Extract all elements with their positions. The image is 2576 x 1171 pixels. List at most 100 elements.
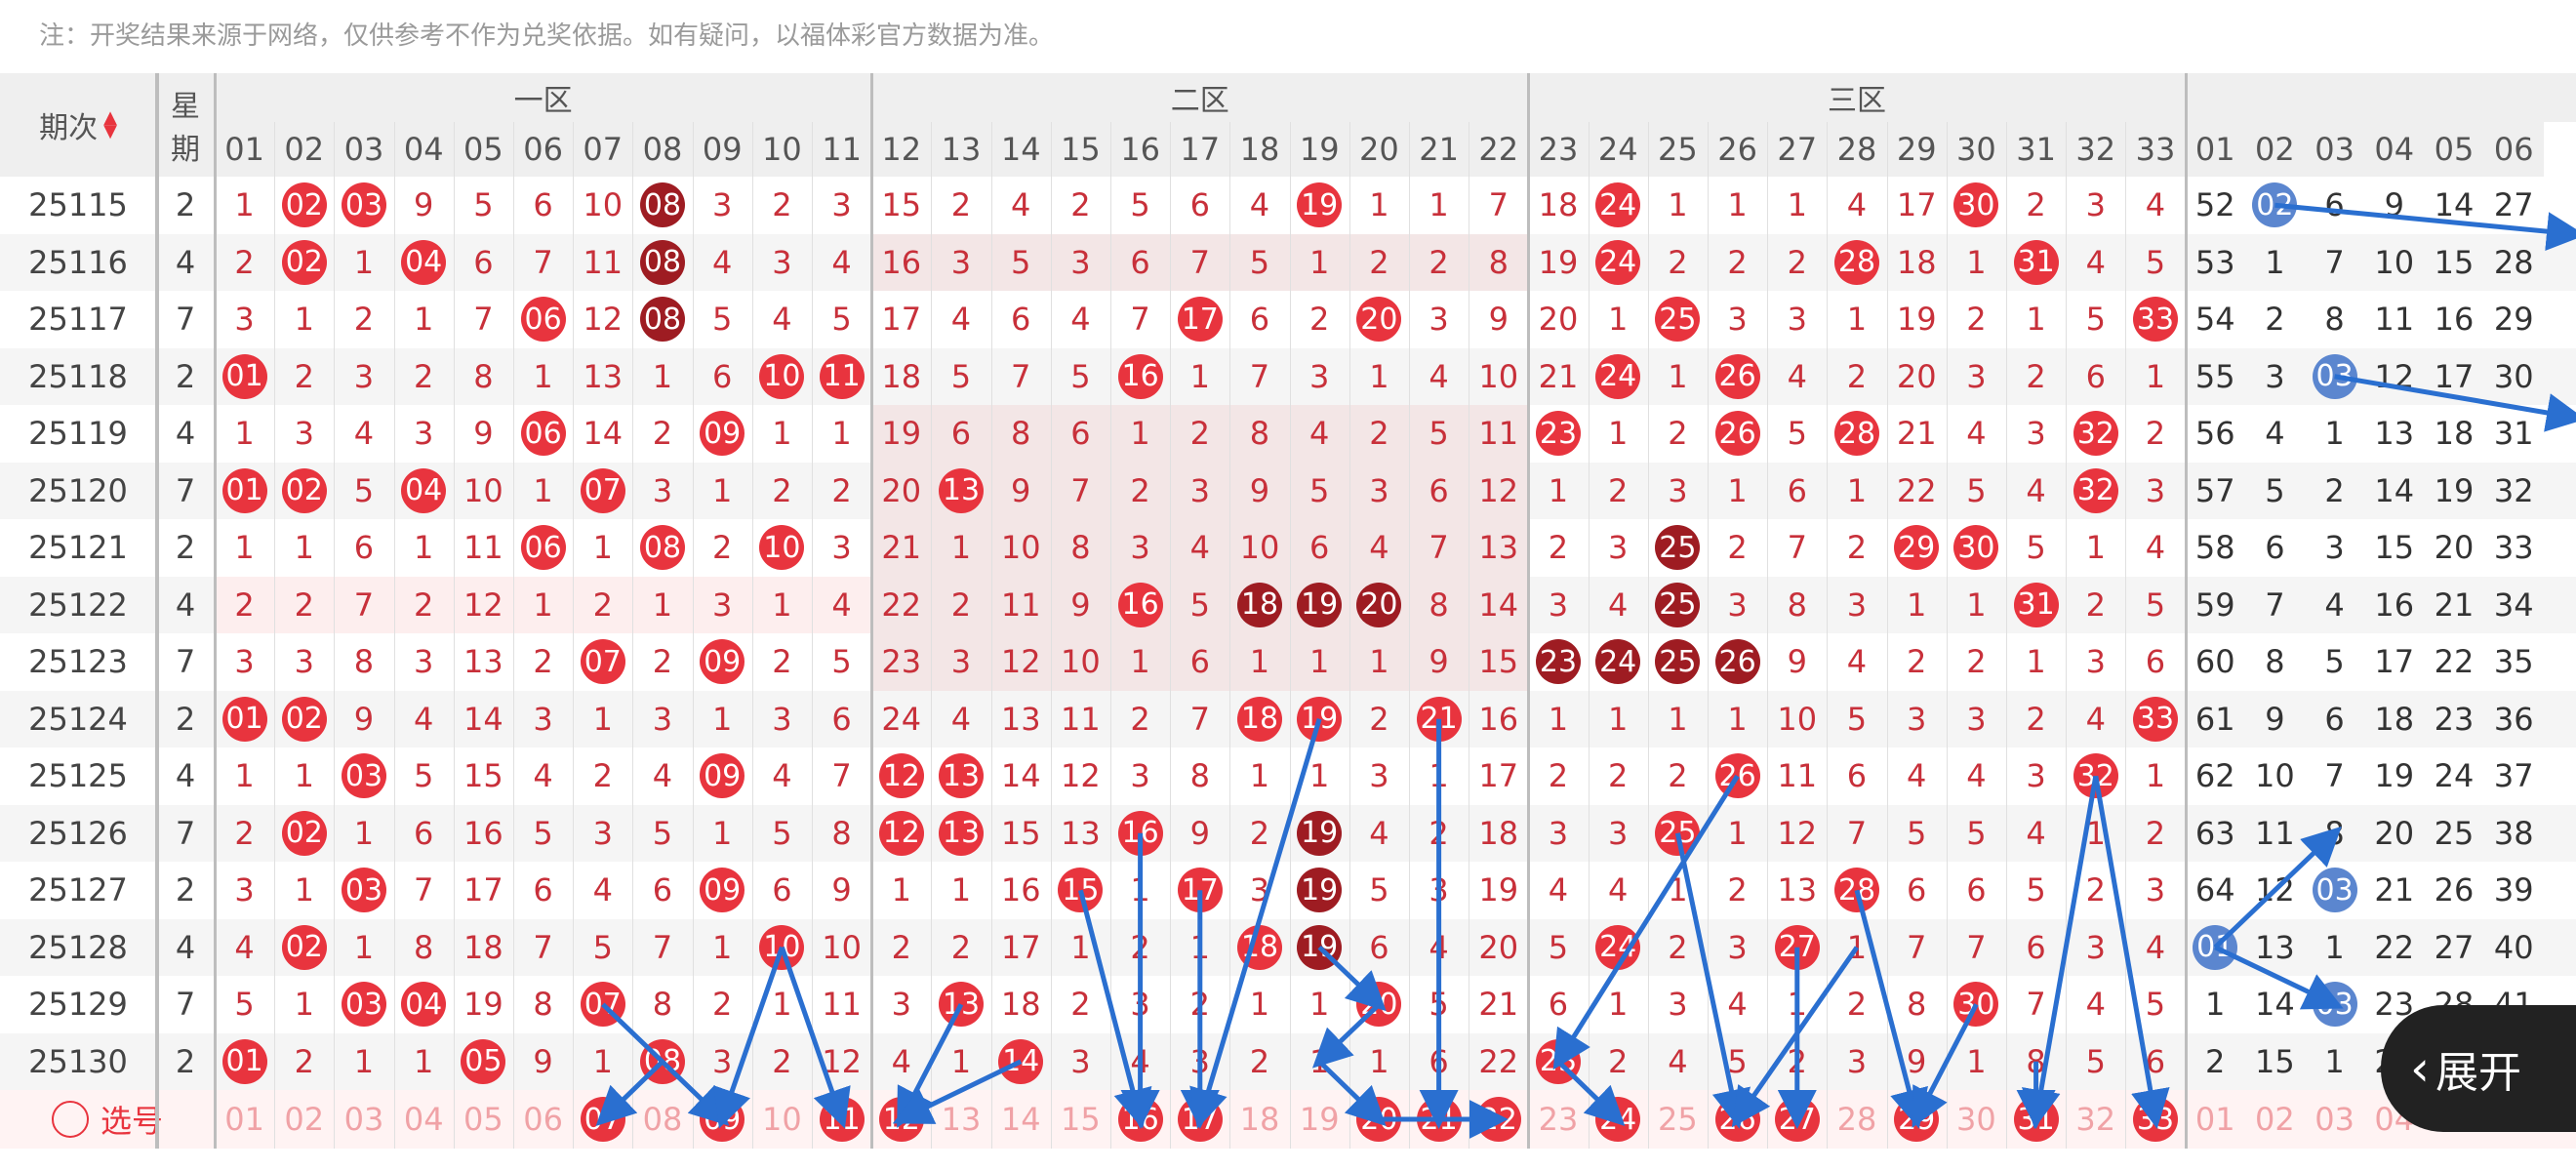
select-number-8[interactable]: 09 [693,1090,752,1149]
selected-ball[interactable]: 33 [2132,1097,2178,1142]
selected-ball[interactable]: 31 [2013,1097,2059,1142]
trend-cell: 13 [1777,871,1818,909]
select-number-27[interactable]: 28 [1836,1101,1877,1138]
select-number-10[interactable]: 11 [812,1090,871,1149]
select-number-9[interactable]: 10 [762,1101,802,1138]
selected-ball[interactable]: 09 [700,1097,745,1142]
drawn-ball: 01 [221,1038,267,1084]
radio-circle-icon[interactable] [51,1101,89,1138]
select-number-17[interactable]: 18 [1239,1101,1280,1138]
blue-trend-cell: 39 [2493,871,2534,909]
select-number-5[interactable]: 06 [523,1101,563,1138]
select-number-2[interactable]: 03 [343,1101,384,1138]
select-label[interactable]: 选号 [0,1090,215,1149]
selected-ball[interactable]: 17 [1177,1097,1223,1142]
trend-cell: 7 [831,757,852,795]
trend-cell: 26 [1708,633,1767,691]
trend-cell: 3 [1070,243,1091,281]
drawn-ball: 07 [580,467,625,513]
select-number-15[interactable]: 16 [1110,1090,1170,1149]
select-number-18[interactable]: 19 [1299,1101,1340,1138]
select-number-7[interactable]: 08 [642,1101,683,1138]
select-number-16[interactable]: 17 [1170,1090,1229,1149]
selected-ball[interactable]: 29 [1894,1097,1940,1142]
blue-trend-cell: 53 [2194,243,2235,281]
blue-trend-cell: 7 [2324,243,2345,281]
blue-trend-cell: 11 [2374,301,2415,339]
trend-cell: 7 [1429,529,1449,567]
selected-ball[interactable]: 22 [1475,1097,1521,1142]
select-number-11[interactable]: 12 [871,1090,931,1149]
trend-cell: 8 [1249,415,1270,453]
select-number-13[interactable]: 14 [1000,1101,1041,1138]
select-number-32[interactable]: 33 [2125,1090,2185,1149]
expand-button[interactable]: ‹ 展开 [2381,1005,2576,1132]
trend-cell: 26 [1708,747,1767,805]
trend-cell: 16 [463,814,503,852]
select-number-3[interactable]: 04 [403,1101,444,1138]
drawn-ball: 09 [700,639,745,685]
weekday: 2 [175,700,196,738]
selected-ball[interactable]: 12 [878,1097,924,1142]
drawn-ball: 26 [1714,353,1760,399]
trend-cell: 22 [1896,471,1937,509]
trend-cell: 2 [294,357,314,395]
blue-trend-cell: 6 [2324,186,2345,224]
selected-ball[interactable]: 16 [1117,1097,1163,1142]
select-number-22[interactable]: 23 [1538,1101,1579,1138]
trend-cell: 7 [1907,928,1927,966]
col-header-06: 06 [513,122,574,177]
select-number-4[interactable]: 05 [463,1101,503,1138]
blue-select-number[interactable]: 02 [2255,1101,2295,1138]
select-number-14[interactable]: 15 [1061,1101,1101,1138]
cell-divider [1946,122,1948,1149]
zone-header-2: 二区 [871,73,1529,122]
col-header-22: 22 [1469,122,1529,177]
select-number-20[interactable]: 21 [1409,1090,1469,1149]
issue-header[interactable]: 期次 ▲ ▼ [0,73,156,177]
select-number-12[interactable]: 13 [941,1101,982,1138]
cell-divider [1289,122,1291,1149]
selected-ball[interactable]: 24 [1595,1097,1641,1142]
select-number-6[interactable]: 07 [573,1090,632,1149]
select-number-25[interactable]: 26 [1708,1090,1767,1149]
select-number-31[interactable]: 32 [2075,1101,2116,1138]
select-number-1[interactable]: 02 [284,1101,325,1138]
blue-trend-cell: 01 [2186,919,2245,977]
blue-trend-cell: 26 [2434,871,2475,909]
trend-cell: 3 [831,186,852,224]
select-number-26[interactable]: 27 [1767,1090,1827,1149]
trend-cell: 5 [2145,986,2166,1024]
trend-cell: 2 [1130,700,1150,738]
select-number-30[interactable]: 31 [2006,1090,2066,1149]
select-number-23[interactable]: 24 [1589,1090,1648,1149]
select-number-29[interactable]: 30 [1956,1101,1996,1138]
selected-ball[interactable]: 26 [1714,1097,1760,1142]
select-number-21[interactable]: 22 [1469,1090,1528,1149]
selected-ball[interactable]: 20 [1356,1097,1402,1142]
drawn-ball: 17 [1177,297,1223,343]
blue-select-number[interactable]: 03 [2314,1101,2355,1138]
select-number-24[interactable]: 25 [1658,1101,1698,1138]
selected-ball[interactable]: 21 [1416,1097,1462,1142]
blue-trend-cell: 2 [2205,1042,2226,1080]
trend-cell: 1 [950,529,972,567]
selected-ball[interactable]: 27 [1774,1097,1820,1142]
trend-cell: 4 [353,415,375,453]
trend-cell: 2 [891,928,911,966]
blue-select-number[interactable]: 01 [2194,1101,2235,1138]
trend-cell: 2 [1608,471,1629,509]
trend-cell: 4 [2026,471,2046,509]
select-number-28[interactable]: 29 [1887,1090,1947,1149]
cell-divider [751,122,753,1149]
select-number-0[interactable]: 01 [224,1101,264,1138]
trend-cell: 1 [1668,357,1688,395]
col-header-26: 26 [1708,122,1768,177]
zone-shade [871,233,1529,291]
trend-cell: 2 [2026,700,2046,738]
sort-icon[interactable]: ▲ ▼ [103,107,117,141]
weekday: 4 [175,757,196,795]
selected-ball[interactable]: 07 [580,1097,625,1142]
select-number-19[interactable]: 20 [1349,1090,1409,1149]
selected-ball[interactable]: 11 [819,1097,865,1142]
